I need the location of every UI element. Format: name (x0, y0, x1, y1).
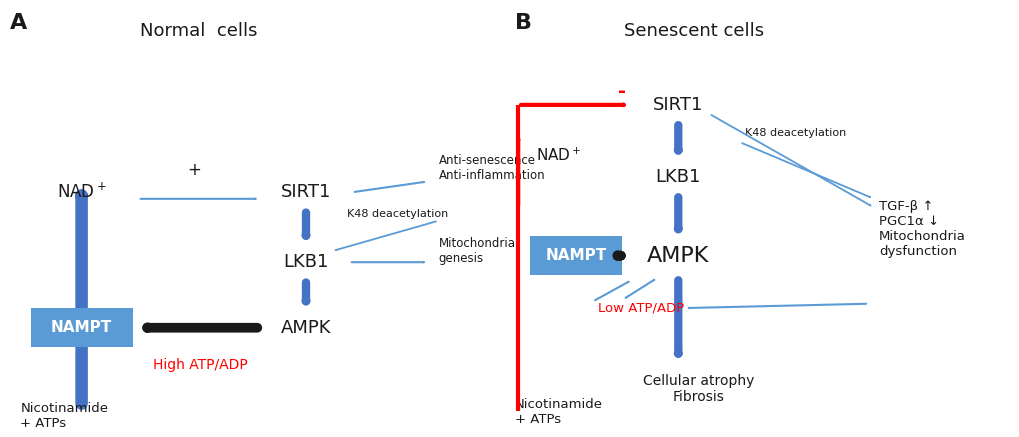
Text: Senescent cells: Senescent cells (623, 22, 763, 40)
Text: LKB1: LKB1 (283, 253, 328, 271)
Text: Nicotinamide
+ ATPs: Nicotinamide + ATPs (515, 398, 602, 426)
Text: K48 deacetylation: K48 deacetylation (346, 209, 447, 219)
Text: A: A (10, 13, 28, 33)
Text: NAD$^+$: NAD$^+$ (57, 183, 106, 202)
Text: TGF-β ↑
PGC1α ↓
Mitochondria
dysfunction: TGF-β ↑ PGC1α ↓ Mitochondria dysfunction (878, 201, 965, 258)
Text: K48 deacetylation: K48 deacetylation (744, 128, 845, 138)
Text: NAMPT: NAMPT (51, 320, 112, 335)
Text: LKB1: LKB1 (655, 168, 700, 186)
Text: -: - (618, 82, 626, 101)
Text: Nicotinamide
+ ATPs: Nicotinamide + ATPs (20, 402, 108, 430)
Text: SIRT1: SIRT1 (652, 96, 703, 114)
Text: Cellular atrophy
Fibrosis: Cellular atrophy Fibrosis (642, 374, 754, 404)
Text: Normal  cells: Normal cells (140, 22, 258, 40)
Text: NAD$^+$: NAD$^+$ (536, 146, 581, 164)
Text: SIRT1: SIRT1 (280, 183, 331, 201)
Text: B: B (515, 13, 532, 33)
Text: NAMPT: NAMPT (545, 248, 606, 263)
Text: Mitochondria
genesis: Mitochondria genesis (438, 237, 515, 265)
Text: AMPK: AMPK (646, 246, 709, 266)
Text: High ATP/ADP: High ATP/ADP (153, 358, 248, 372)
Text: +: + (186, 161, 201, 180)
FancyBboxPatch shape (530, 236, 622, 275)
Text: AMPK: AMPK (280, 319, 331, 337)
FancyBboxPatch shape (31, 308, 132, 347)
Text: Low ATP/ADP: Low ATP/ADP (597, 302, 684, 315)
Text: Anti-senescence
Anti-inflammation: Anti-senescence Anti-inflammation (438, 154, 545, 182)
